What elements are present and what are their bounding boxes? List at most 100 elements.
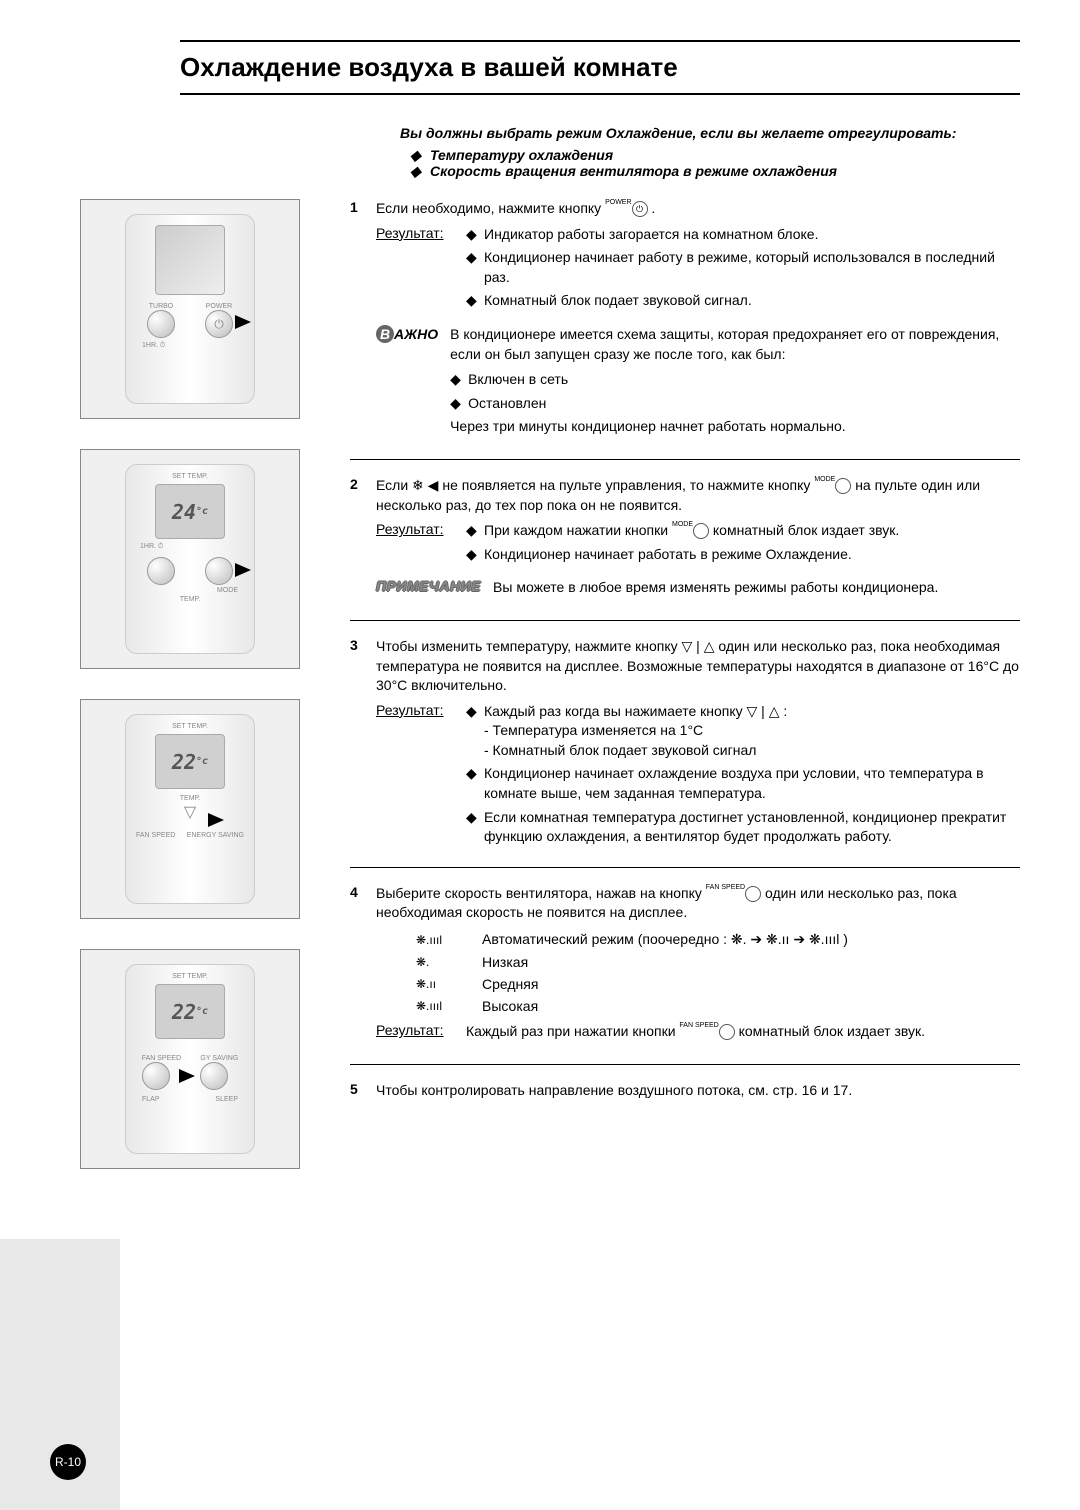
main-columns: TURBO POWER ⏻ 1HR. ⏱ SET TEMP. xyxy=(60,199,1020,1199)
title-box: Охлаждение воздуха в вашей комнате xyxy=(180,40,1020,95)
mode-button-inline-icon xyxy=(835,478,851,494)
intro-sub-1: Температуру охлаждения xyxy=(400,147,1020,163)
step-1-note-b2: Остановлен xyxy=(450,394,1020,414)
step-2-note: ПРИМЕЧАНИЕ Вы можете в любое время измен… xyxy=(376,578,1020,604)
remote2-mode-lbl: MODE xyxy=(217,587,238,594)
step-1-text-a: Если необходимо, нажмите кнопку xyxy=(376,200,605,216)
mode-icon-label-2: MODE xyxy=(672,521,693,529)
energy-saving-button xyxy=(200,1062,228,1090)
remote3-right-lbl: ENERGY SAVING xyxy=(187,832,244,839)
power-button-inline-icon: ⏻ xyxy=(632,201,648,217)
fan-high-icon: ❋.ıııl xyxy=(416,999,466,1013)
fan-low-label: Низкая xyxy=(482,954,528,970)
note-label: ПРИМЕЧАНИЕ xyxy=(376,578,481,604)
step-3-r1-d1: - Температура изменяется на 1°C xyxy=(484,721,1020,741)
mode-button-inline-icon-2 xyxy=(693,523,709,539)
step-1-note-b1: Включен в сеть xyxy=(450,370,1020,390)
remote3-left-lbl: FAN SPEED xyxy=(136,832,175,839)
fan-auto-icon: ❋.ıııl xyxy=(416,933,466,947)
important-label: ВАЖНО xyxy=(376,325,438,443)
step-1-result: Результат: Индикатор работы загорается н… xyxy=(376,225,1020,315)
step-3-r1-d2: - Комнатный блок подает звуковой сигнал xyxy=(484,741,1020,761)
remote4-screen: 22°c xyxy=(155,984,225,1039)
fan-speed-table: ❋.ıııl Автоматический режим (поочередно :… xyxy=(416,931,1020,1014)
step-2-note-text: Вы можете в любое время изменять режимы … xyxy=(493,578,938,598)
intro-block: Вы должны выбрать режим Охлаждение, если… xyxy=(400,125,1020,179)
remote3-screen-lbl: SET TEMP. xyxy=(132,723,248,730)
remote1-sub: 1HR. ⏱ xyxy=(142,342,248,350)
remote2-screen-lbl: SET TEMP. xyxy=(132,473,248,480)
power-button-icon: ⏻ xyxy=(205,310,233,338)
power-icon-label: POWER xyxy=(605,199,631,207)
step-2-r2: Кондиционер начинает работать в режиме О… xyxy=(466,545,1020,565)
step-2-r1-b: комнатный блок издает звук. xyxy=(713,522,899,538)
fan-low-icon: ❋. xyxy=(416,955,466,969)
remote3-temp: 22 xyxy=(172,750,196,774)
remote-illustration-3: SET TEMP. 22°c TEMP. ▽ FAN SPEED ENERGY … xyxy=(80,699,300,919)
step-3-r2: Кондиционер начинает охлаждение воздуха … xyxy=(466,764,1020,803)
turbo-button xyxy=(147,310,175,338)
step-3-r3: Если комнатная температура достигнет уст… xyxy=(466,808,1020,847)
mode-icon-label: MODE xyxy=(814,476,835,484)
remote3-temp-lbl: TEMP. xyxy=(132,795,248,802)
right-column: 1 Если необходимо, нажмите кнопку POWER⏻… xyxy=(350,199,1020,1199)
step-4: 4 Выберите скорость вентилятора, нажав н… xyxy=(350,884,1020,1065)
step-1-r3: Комнатный блок подает звуковой сигнал. xyxy=(466,291,1020,311)
step-5-text: Чтобы контролировать направление воздушн… xyxy=(376,1081,1020,1101)
arrow-icon xyxy=(208,813,224,827)
remote4-right-lbl: GY SAVING xyxy=(200,1055,238,1062)
remote-illustration-2: SET TEMP. 24°c 1HR. ⏱ MODE TEMP. xyxy=(80,449,300,669)
remote1-btn-left-label: TURBO xyxy=(147,303,175,310)
fan-speed-button-icon xyxy=(142,1062,170,1090)
step-3-num: 3 xyxy=(350,637,376,851)
page-number: R-10 xyxy=(55,1455,81,1469)
fan-med-icon: ❋.ıı xyxy=(416,977,466,991)
remote4-sleep-lbl: SLEEP xyxy=(215,1096,238,1103)
step-4-text: Выберите скорость вентилятора, нажав на … xyxy=(376,884,1020,923)
step-1-text: Если необходимо, нажмите кнопку POWER⏻ . xyxy=(376,199,1020,219)
step-1-r1: Индикатор работы загорается на комнатном… xyxy=(466,225,1020,245)
step-2-r1-a: При каждом нажатии кнопки xyxy=(484,522,672,538)
remote-illustration-1: TURBO POWER ⏻ 1HR. ⏱ xyxy=(80,199,300,419)
step-3-result: Результат: Каждый раз когда вы нажимаете… xyxy=(376,702,1020,851)
step-1-note-after: Через три минуты кондиционер начнет рабо… xyxy=(450,417,1020,437)
fanspeed-icon-label-2: FAN SPEED xyxy=(679,1022,718,1030)
fan-high-label: Высокая xyxy=(482,998,538,1014)
intro-lead: Вы должны выбрать режим Охлаждение, если… xyxy=(400,125,1020,141)
remote2-screen: 24°c xyxy=(155,484,225,539)
page-number-badge: R-10 xyxy=(50,1444,86,1480)
remote2-left-btn xyxy=(147,557,175,585)
step-1-text-b: . xyxy=(651,200,655,216)
important-circle: В xyxy=(376,325,394,343)
intro-sub-2: Скорость вращения вентилятора в режиме о… xyxy=(400,163,1020,179)
fanspeed-button-inline-icon-2 xyxy=(719,1024,735,1040)
result-label: Результат: xyxy=(376,1022,466,1048)
page: Охлаждение воздуха в вашей комнате Вы до… xyxy=(0,0,1080,1239)
step-1-note-text: В кондиционере имеется схема защиты, кот… xyxy=(450,325,1020,364)
arrow-icon xyxy=(179,1069,195,1083)
mode-button-icon xyxy=(205,557,233,585)
step-5: 5 Чтобы контролировать направление возду… xyxy=(350,1081,1020,1123)
step-1-num: 1 xyxy=(350,199,376,443)
remote-illustration-4: SET TEMP. 22°c FAN SPEED GY SAVING xyxy=(80,949,300,1169)
fan-auto-label: Автоматический режим (поочередно : ❋. ➔ … xyxy=(482,931,848,948)
step-4-rtext-a: Каждый раз при нажатии кнопки xyxy=(466,1023,679,1039)
step-1-note: ВАЖНО В кондиционере имеется схема защит… xyxy=(376,325,1020,443)
step-4-text-a: Выберите скорость вентилятора, нажав на … xyxy=(376,885,706,901)
arrow-icon xyxy=(235,315,251,329)
important-rest: АЖНО xyxy=(394,326,438,342)
fan-med-label: Средняя xyxy=(482,976,538,992)
step-3: 3 Чтобы изменить температуру, нажмите кн… xyxy=(350,637,1020,868)
result-label: Результат: xyxy=(376,225,466,315)
step-3-r1: Каждый раз когда вы нажимаете кнопку ▽ |… xyxy=(466,702,1020,761)
step-4-num: 4 xyxy=(350,884,376,1048)
arrow-icon xyxy=(235,563,251,577)
result-label: Результат: xyxy=(376,521,466,568)
step-1: 1 Если необходимо, нажмите кнопку POWER⏻… xyxy=(350,199,1020,460)
fanspeed-button-inline-icon xyxy=(745,886,761,902)
step-2-text: Если ❄ ◀ не появляется на пульте управле… xyxy=(376,476,1020,515)
remote4-temp: 22 xyxy=(172,1000,196,1024)
remote4-flap-lbl: FLAP xyxy=(142,1096,160,1103)
step-1-r2: Кондиционер начинает работу в режиме, ко… xyxy=(466,248,1020,287)
remote2-1hr: 1HR. ⏱ xyxy=(140,543,248,551)
